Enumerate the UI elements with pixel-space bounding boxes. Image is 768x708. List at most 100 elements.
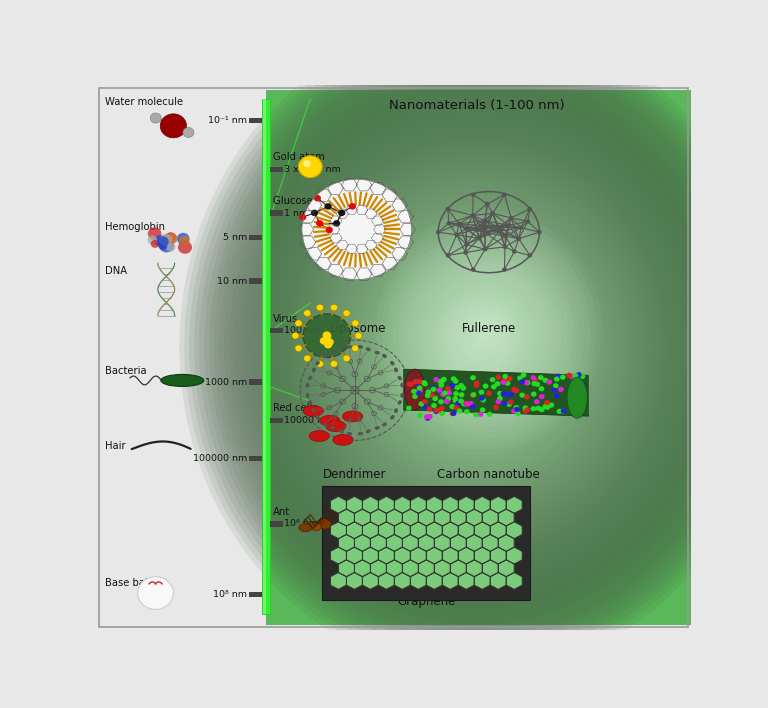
Bar xyxy=(270,167,283,172)
Circle shape xyxy=(158,241,167,250)
Polygon shape xyxy=(362,573,379,589)
Polygon shape xyxy=(475,496,490,513)
Circle shape xyxy=(161,114,187,138)
Circle shape xyxy=(502,245,508,249)
Circle shape xyxy=(424,414,429,420)
Polygon shape xyxy=(330,573,346,589)
Ellipse shape xyxy=(392,229,585,432)
Circle shape xyxy=(312,409,316,412)
Circle shape xyxy=(497,225,502,229)
Circle shape xyxy=(483,384,488,389)
Circle shape xyxy=(313,367,316,371)
Text: 10 nm: 10 nm xyxy=(217,277,247,286)
Circle shape xyxy=(439,379,445,384)
Circle shape xyxy=(470,375,476,380)
Circle shape xyxy=(376,426,379,430)
Circle shape xyxy=(532,377,538,382)
Circle shape xyxy=(326,227,333,233)
Circle shape xyxy=(398,377,402,379)
Circle shape xyxy=(323,332,331,340)
Polygon shape xyxy=(330,496,346,513)
Circle shape xyxy=(477,236,482,241)
Circle shape xyxy=(332,351,336,354)
Bar xyxy=(270,418,283,423)
Ellipse shape xyxy=(449,288,528,372)
Circle shape xyxy=(177,233,190,244)
Ellipse shape xyxy=(427,264,551,396)
Ellipse shape xyxy=(353,210,601,483)
Polygon shape xyxy=(419,509,435,526)
Circle shape xyxy=(535,406,541,411)
Ellipse shape xyxy=(567,377,588,418)
Circle shape xyxy=(390,361,393,365)
Circle shape xyxy=(502,268,507,272)
Text: 1000 nm: 1000 nm xyxy=(204,377,247,387)
Circle shape xyxy=(569,386,574,392)
Circle shape xyxy=(333,220,340,227)
Circle shape xyxy=(306,384,310,387)
Circle shape xyxy=(528,207,532,211)
Ellipse shape xyxy=(194,36,760,657)
Circle shape xyxy=(530,375,536,380)
Circle shape xyxy=(505,381,511,386)
Ellipse shape xyxy=(214,58,740,636)
Bar xyxy=(249,456,262,461)
Circle shape xyxy=(323,354,327,358)
Circle shape xyxy=(376,351,379,354)
Circle shape xyxy=(394,409,398,411)
Ellipse shape xyxy=(189,30,765,663)
Ellipse shape xyxy=(467,336,487,358)
Circle shape xyxy=(558,387,564,392)
Circle shape xyxy=(535,382,540,387)
Bar xyxy=(270,328,283,333)
Polygon shape xyxy=(346,522,362,539)
Ellipse shape xyxy=(343,200,611,494)
Polygon shape xyxy=(402,509,419,526)
Polygon shape xyxy=(379,547,395,564)
Ellipse shape xyxy=(209,52,745,641)
Circle shape xyxy=(502,193,507,197)
Ellipse shape xyxy=(409,246,568,414)
Circle shape xyxy=(406,406,412,411)
Polygon shape xyxy=(426,522,442,539)
Polygon shape xyxy=(346,573,362,589)
Circle shape xyxy=(367,429,371,433)
Ellipse shape xyxy=(299,150,656,543)
Circle shape xyxy=(502,374,508,379)
Circle shape xyxy=(456,222,462,226)
Polygon shape xyxy=(498,509,515,526)
Ellipse shape xyxy=(455,295,523,366)
Circle shape xyxy=(519,392,525,398)
Circle shape xyxy=(183,127,194,137)
Circle shape xyxy=(437,387,442,393)
Circle shape xyxy=(478,389,485,395)
Ellipse shape xyxy=(478,319,500,342)
Circle shape xyxy=(429,392,435,397)
Circle shape xyxy=(495,375,502,380)
Circle shape xyxy=(497,396,503,401)
Circle shape xyxy=(167,234,178,244)
Circle shape xyxy=(319,518,331,530)
Circle shape xyxy=(422,399,428,404)
Circle shape xyxy=(464,242,469,246)
Ellipse shape xyxy=(313,167,641,527)
Ellipse shape xyxy=(343,411,362,422)
Circle shape xyxy=(425,416,430,421)
Circle shape xyxy=(555,374,561,379)
Circle shape xyxy=(433,408,439,413)
Ellipse shape xyxy=(382,243,571,450)
Ellipse shape xyxy=(333,188,621,505)
Circle shape xyxy=(573,373,578,379)
Circle shape xyxy=(516,236,521,241)
Circle shape xyxy=(539,407,545,412)
Polygon shape xyxy=(482,535,498,552)
Circle shape xyxy=(340,430,344,433)
Circle shape xyxy=(366,348,370,351)
Circle shape xyxy=(376,351,379,355)
Ellipse shape xyxy=(253,101,700,592)
Circle shape xyxy=(508,399,514,405)
Circle shape xyxy=(462,401,467,406)
Circle shape xyxy=(306,384,310,387)
Circle shape xyxy=(546,379,552,384)
Polygon shape xyxy=(442,496,458,513)
